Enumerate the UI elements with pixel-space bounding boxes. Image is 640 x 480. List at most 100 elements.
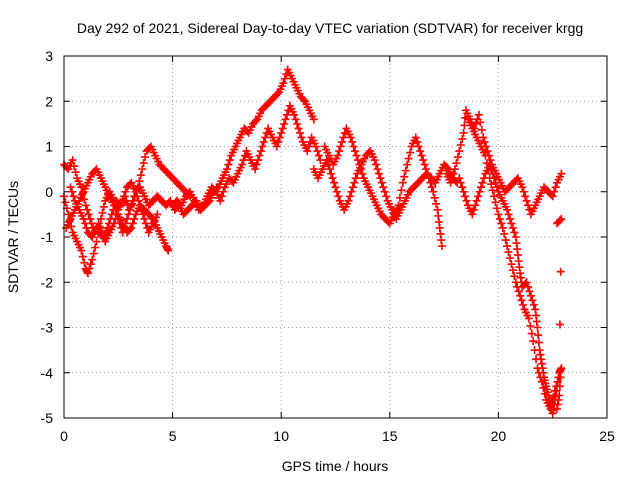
data-point	[474, 110, 483, 119]
data-point	[210, 186, 219, 195]
data-point	[459, 128, 468, 137]
data-point	[526, 321, 535, 330]
data-point	[349, 142, 358, 151]
data-point	[519, 300, 528, 309]
data-point	[339, 133, 348, 142]
data-point	[403, 160, 412, 169]
data-point	[83, 269, 92, 278]
data-point	[411, 133, 420, 142]
data-point	[355, 160, 364, 169]
data-point	[497, 219, 506, 228]
data-point	[224, 160, 233, 169]
data-point	[82, 223, 91, 232]
data-point	[526, 291, 535, 300]
data-point	[279, 79, 288, 88]
data-point	[99, 202, 108, 211]
data-point	[370, 156, 379, 165]
data-point	[446, 178, 455, 187]
data-point	[382, 192, 391, 201]
data-point	[455, 147, 464, 156]
data-point	[136, 171, 145, 180]
data-point	[529, 300, 538, 309]
x-tick-label: 20	[491, 428, 507, 444]
data-point	[86, 260, 95, 269]
y-tick-labels: 3 2 1 0 -1 -2 -3 -4 -5	[41, 48, 54, 426]
data-point	[511, 278, 520, 287]
data-point	[137, 205, 146, 214]
data-point	[476, 118, 485, 127]
data-point	[532, 355, 541, 364]
data-point	[351, 174, 360, 183]
data-point	[133, 192, 142, 201]
data-point	[508, 223, 517, 232]
data-point	[471, 119, 480, 128]
data-point	[219, 187, 228, 196]
series-sat-f	[320, 124, 446, 251]
data-point	[130, 214, 139, 223]
data-point	[546, 404, 555, 413]
data-point	[131, 187, 140, 196]
data-point	[68, 156, 77, 165]
data-point	[505, 254, 514, 263]
data-point	[118, 196, 127, 205]
data-point	[500, 229, 509, 238]
data-point	[138, 210, 147, 219]
data-point	[346, 133, 355, 142]
axis-ticks	[63, 55, 608, 419]
data-point	[322, 156, 331, 165]
data-point	[380, 187, 389, 196]
data-point	[481, 151, 490, 160]
data-point	[484, 166, 493, 175]
plot-frame	[63, 55, 608, 419]
x-axis-label: GPS time / hours	[282, 458, 389, 474]
x-tick-label: 5	[169, 428, 177, 444]
data-point	[69, 192, 78, 201]
data-point	[309, 115, 318, 124]
data-point	[96, 214, 105, 223]
data-point	[514, 287, 523, 296]
data-point	[404, 154, 413, 163]
data-point	[67, 187, 76, 196]
data-point	[127, 223, 136, 232]
data-point	[504, 210, 513, 219]
data-point	[417, 151, 426, 160]
data-point	[494, 210, 503, 219]
data-point	[534, 338, 543, 347]
data-point	[461, 192, 470, 201]
data-point	[120, 223, 129, 232]
data-point	[350, 178, 359, 187]
data-point	[510, 272, 519, 281]
series-sat-e	[309, 147, 462, 223]
data-point	[66, 183, 75, 192]
data-point	[280, 74, 289, 83]
y-tick-label: 1	[45, 139, 53, 155]
data-point	[492, 183, 501, 192]
data-point	[111, 214, 120, 223]
data-point	[261, 133, 270, 142]
data-point	[424, 174, 433, 183]
data-point	[84, 210, 93, 219]
data-point	[547, 398, 556, 407]
data-point	[534, 368, 543, 377]
data-point	[398, 178, 407, 187]
data-point	[217, 192, 226, 201]
data-point	[313, 147, 322, 156]
data-point	[472, 196, 481, 205]
data-point	[70, 162, 79, 171]
data-point	[374, 169, 383, 178]
data-point	[251, 116, 260, 125]
data-point	[518, 183, 527, 192]
data-point	[458, 134, 467, 143]
data-point	[478, 178, 487, 187]
data-point	[80, 258, 89, 267]
data-points	[60, 65, 566, 418]
data-point	[455, 174, 464, 183]
data-point	[278, 124, 287, 133]
data-point	[222, 165, 231, 174]
data-point	[427, 183, 436, 192]
data-point	[491, 178, 500, 187]
x-tick-labels: 0 5 10 15 20 25	[60, 428, 615, 444]
data-point	[290, 110, 299, 119]
data-point	[507, 219, 516, 228]
data-point	[432, 199, 441, 208]
